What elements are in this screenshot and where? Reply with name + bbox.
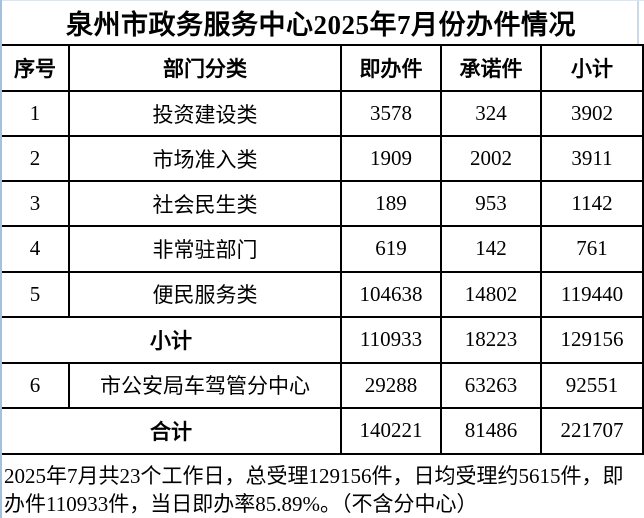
col-header-subtotal: 小计 <box>540 43 644 93</box>
col-header-dept: 部门分类 <box>68 43 342 93</box>
cell-promised: 81486 <box>440 406 542 456</box>
table-header-row: 序号 部门分类 即办件 承诺件 小计 <box>0 43 644 93</box>
cell-seq: 6 <box>0 361 70 409</box>
cell-promised: 142 <box>440 225 542 273</box>
table-row-3: 3 社会民生类 189 953 1142 <box>0 180 644 228</box>
cell-seq: 3 <box>0 180 70 228</box>
cell-subtotal: 3911 <box>540 135 644 183</box>
cell-dept: 市公安局车驾管分中心 <box>68 361 342 409</box>
cell-promised: 14802 <box>440 270 542 318</box>
cell-immediate: 619 <box>340 225 442 273</box>
cell-promised: 18223 <box>440 315 542 364</box>
cell-immediate: 3578 <box>340 90 442 138</box>
cell-promised: 324 <box>440 90 542 138</box>
cell-seq: 2 <box>0 135 70 183</box>
cell-subtotal: 92551 <box>540 361 644 409</box>
footer-note: 2025年7月共23个工作日，总受理129156件，日均受理约5615件，即办件… <box>4 464 624 516</box>
title-area-gridline <box>637 0 639 44</box>
cell-immediate: 189 <box>340 180 442 228</box>
cell-subtotal: 129156 <box>540 315 644 364</box>
total-label: 合计 <box>0 406 342 456</box>
cell-subtotal: 3902 <box>540 90 644 138</box>
cell-subtotal: 221707 <box>540 406 644 456</box>
cell-dept: 便民服务类 <box>68 270 342 318</box>
stats-table: 序号 部门分类 即办件 承诺件 小计 1 投资建设类 3578 324 3902… <box>0 43 644 456</box>
cell-immediate: 104638 <box>340 270 442 318</box>
cell-dept: 非常驻部门 <box>68 225 342 273</box>
top-edge-line <box>0 0 644 1</box>
cell-immediate: 140221 <box>340 406 442 456</box>
col-header-seq: 序号 <box>0 43 70 93</box>
page-title: 泉州市政务服务中心2025年7月份办件情况 <box>66 9 576 40</box>
cell-dept: 市场准入类 <box>68 135 342 183</box>
cell-immediate: 110933 <box>340 315 442 364</box>
left-edge-line <box>0 0 2 518</box>
table-row-2: 2 市场准入类 1909 2002 3911 <box>0 135 644 183</box>
cell-subtotal: 761 <box>540 225 644 273</box>
col-header-immediate: 即办件 <box>340 43 442 93</box>
cell-subtotal: 1142 <box>540 180 644 228</box>
table-row-5: 5 便民服务类 104638 14802 119440 <box>0 270 644 318</box>
total-row: 合计 140221 81486 221707 <box>0 406 644 456</box>
col-header-promised: 承诺件 <box>440 43 542 93</box>
cell-seq: 1 <box>0 90 70 138</box>
subtotal-label: 小计 <box>0 315 342 364</box>
cell-promised: 63263 <box>440 361 542 409</box>
cell-seq: 4 <box>0 225 70 273</box>
cell-promised: 953 <box>440 180 542 228</box>
cell-dept: 投资建设类 <box>68 90 342 138</box>
cell-dept: 社会民生类 <box>68 180 342 228</box>
cell-promised: 2002 <box>440 135 542 183</box>
table-row-1: 1 投资建设类 3578 324 3902 <box>0 90 644 138</box>
table-row-4: 4 非常驻部门 619 142 761 <box>0 225 644 273</box>
table-row-6: 6 市公安局车驾管分中心 29288 63263 92551 <box>0 361 644 409</box>
cell-immediate: 29288 <box>340 361 442 409</box>
subtotal-row: 小计 110933 18223 129156 <box>0 315 644 364</box>
cell-immediate: 1909 <box>340 135 442 183</box>
cell-subtotal: 119440 <box>540 270 644 318</box>
cell-seq: 5 <box>0 270 70 318</box>
